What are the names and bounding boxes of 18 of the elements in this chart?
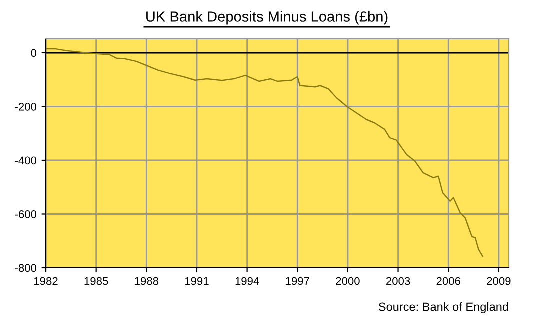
x-tick-label: 1988 bbox=[135, 277, 159, 286]
x-tick-label: 1997 bbox=[286, 277, 310, 286]
y-tick-label: -400 bbox=[15, 156, 37, 165]
x-tick-label: 2006 bbox=[436, 277, 460, 286]
chart-title: UK Bank Deposits Minus Loans (£bn) bbox=[146, 11, 388, 25]
y-tick-label: 0 bbox=[31, 49, 37, 58]
x-tick-label: 2003 bbox=[386, 277, 410, 286]
x-tick-label: 2009 bbox=[487, 277, 511, 286]
source-note: Source: Bank of England bbox=[378, 302, 508, 314]
y-tick-label: -200 bbox=[15, 103, 37, 111]
line-series bbox=[46, 48, 484, 258]
y-tick-label: -800 bbox=[15, 264, 37, 272]
y-tick-label: -600 bbox=[15, 210, 37, 218]
x-tick-label: 1982 bbox=[34, 277, 58, 286]
x-tick-label: 1994 bbox=[236, 277, 260, 286]
x-tick-label: 1985 bbox=[84, 277, 108, 286]
x-tick-label: 2000 bbox=[336, 277, 360, 286]
x-tick-label: 1991 bbox=[185, 277, 209, 286]
